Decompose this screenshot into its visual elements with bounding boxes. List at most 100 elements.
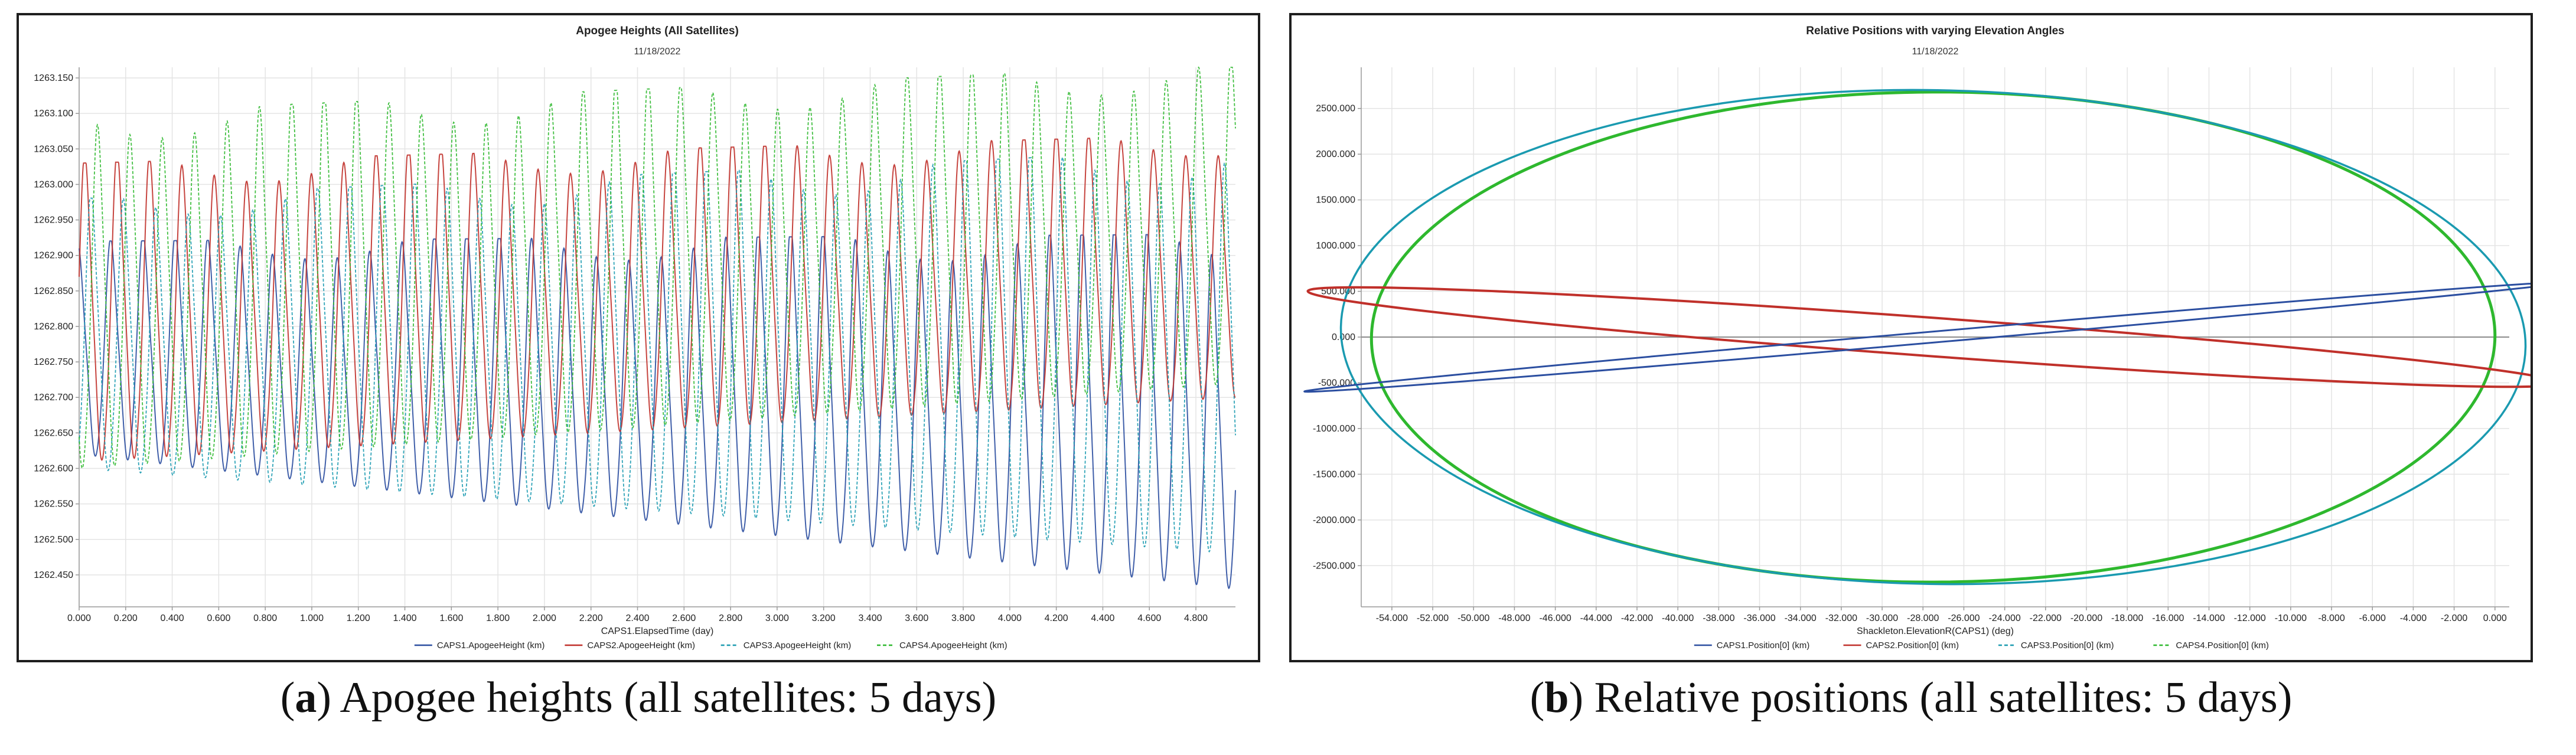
- x-tick-label: -24.000: [1988, 613, 2020, 623]
- y-tick-label: 1262.600: [34, 463, 73, 473]
- x-tick-label: 0.400: [161, 613, 184, 623]
- legend-entry: CAPS2.ApogeeHeight (km): [587, 640, 695, 651]
- x-tick-label: -20.000: [2070, 613, 2102, 623]
- legend-entry: CAPS3.Position[0] (km): [2021, 640, 2114, 651]
- y-tick-label: 2000.000: [1316, 149, 1355, 159]
- y-tick-label: 1262.650: [34, 428, 73, 438]
- x-tick-label: -36.000: [1743, 613, 1775, 623]
- y-tick-label: 1262.800: [34, 322, 73, 332]
- x-tick-label: -12.000: [2234, 613, 2266, 623]
- legend-entry: CAPS1.Position[0] (km): [1717, 640, 1810, 651]
- x-tick-label: 3.200: [812, 613, 836, 623]
- legend-entry: CAPS3.ApogeeHeight (km): [744, 640, 852, 651]
- caption-a-text: ) Apogee heights (all satellites: 5 days…: [317, 674, 997, 722]
- x-tick-label: -44.000: [1580, 613, 1612, 623]
- legend-entry: CAPS4.ApogeeHeight (km): [899, 640, 1007, 651]
- x-axis-label: Shackleton.ElevationR(CAPS1) (deg): [1857, 626, 2014, 636]
- series-orbit: [1303, 281, 2531, 393]
- y-tick-label: 1262.850: [34, 286, 73, 296]
- x-tick-label: 0.600: [207, 613, 230, 623]
- x-tick-label: 1.000: [300, 613, 324, 623]
- x-tick-label: 4.200: [1045, 613, 1068, 623]
- y-tick-label: 1262.550: [34, 499, 73, 509]
- y-tick-label: 1263.050: [34, 144, 73, 154]
- positions-chart-panel: Relative Positions with varying Elevatio…: [1289, 13, 2533, 662]
- x-tick-label: 4.000: [998, 613, 1022, 623]
- caption-a: (a) Apogee heights (all satellites: 5 da…: [280, 674, 997, 722]
- x-tick-label: 1.200: [347, 613, 370, 623]
- y-tick-label: 1262.700: [34, 393, 73, 403]
- chart-date: 11/18/2022: [1912, 47, 1959, 57]
- x-tick-label: -46.000: [1539, 613, 1571, 623]
- x-tick-label: 1.400: [393, 613, 417, 623]
- y-tick-label: -2500.000: [1313, 561, 1355, 571]
- x-tick-label: 3.000: [765, 613, 789, 623]
- x-tick-label: -50.000: [1457, 613, 1489, 623]
- x-tick-label: -54.000: [1376, 613, 1408, 623]
- x-tick-label: -14.000: [2193, 613, 2225, 623]
- x-tick-label: -6.000: [2359, 613, 2386, 623]
- caption-b-letter: b: [1544, 674, 1569, 722]
- legend-entry: CAPS1.ApogeeHeight (km): [437, 640, 545, 651]
- y-tick-label: -2000.000: [1313, 515, 1355, 525]
- x-tick-label: 3.800: [951, 613, 975, 623]
- y-tick-label: 1262.500: [34, 535, 73, 545]
- x-tick-label: -32.000: [1825, 613, 1857, 623]
- x-tick-label: -8.000: [2318, 613, 2345, 623]
- x-tick-label: 0.000: [2483, 613, 2507, 623]
- x-tick-label: -16.000: [2152, 613, 2184, 623]
- series-orbit: [1339, 89, 2527, 586]
- y-tick-label: 0.000: [1332, 332, 1355, 342]
- legend-entry: CAPS4.Position[0] (km): [2176, 640, 2269, 651]
- x-tick-label: 4.600: [1137, 613, 1161, 623]
- x-tick-label: -48.000: [1498, 613, 1530, 623]
- y-tick-label: 1263.100: [34, 109, 73, 119]
- x-tick-label: 0.200: [114, 613, 138, 623]
- y-tick-label: 1500.000: [1316, 195, 1355, 205]
- y-tick-label: 1262.900: [34, 251, 73, 261]
- caption-a-letter: a: [295, 674, 317, 722]
- series-orbit: [1306, 286, 2531, 388]
- x-tick-label: 4.800: [1184, 613, 1208, 623]
- x-tick-label: 4.400: [1091, 613, 1114, 623]
- x-tick-label: 0.800: [253, 613, 277, 623]
- chart-title: Relative Positions with varying Elevatio…: [1806, 25, 2064, 37]
- caption-b: (b) Relative positions (all satellites: …: [1530, 674, 2293, 722]
- x-tick-label: -2.000: [2441, 613, 2467, 623]
- x-tick-label: 1.600: [439, 613, 463, 623]
- x-tick-label: 1.800: [486, 613, 510, 623]
- chart-title: Apogee Heights (All Satellites): [576, 25, 739, 37]
- x-tick-label: -26.000: [1948, 613, 1980, 623]
- series-line: [79, 156, 1236, 553]
- x-tick-label: 2.000: [533, 613, 556, 623]
- x-axis-label: CAPS1.ElapsedTime (day): [601, 626, 714, 636]
- y-tick-label: -1500.000: [1313, 469, 1355, 479]
- x-tick-label: -34.000: [1785, 613, 1817, 623]
- x-tick-label: -52.000: [1417, 613, 1449, 623]
- x-tick-label: 2.200: [579, 613, 603, 623]
- y-tick-label: 1000.000: [1316, 241, 1355, 251]
- positions-chart: Relative Positions with varying Elevatio…: [1303, 25, 2531, 651]
- x-tick-label: -40.000: [1662, 613, 1694, 623]
- y-tick-label: 2500.000: [1316, 104, 1355, 114]
- series-line: [79, 138, 1236, 461]
- x-tick-label: -38.000: [1703, 613, 1734, 623]
- y-tick-label: 1263.000: [34, 179, 73, 189]
- x-tick-label: 2.400: [625, 613, 649, 623]
- series-line: [79, 234, 1236, 590]
- y-tick-label: 1263.150: [34, 73, 73, 83]
- x-tick-label: 2.800: [719, 613, 742, 623]
- caption-b-text: ) Relative positions (all satellites: 5 …: [1569, 674, 2293, 722]
- y-tick-label: 1262.750: [34, 357, 73, 367]
- apogee-chart-panel: Apogee Heights (All Satellites) 11/18/202…: [17, 13, 1260, 662]
- x-tick-label: -18.000: [2111, 613, 2143, 623]
- y-tick-label: 1262.450: [34, 570, 73, 580]
- x-tick-label: -28.000: [1907, 613, 1939, 623]
- x-tick-label: -22.000: [2030, 613, 2062, 623]
- x-tick-label: -42.000: [1621, 613, 1653, 623]
- y-tick-label: -1000.000: [1313, 424, 1355, 434]
- x-tick-label: -4.000: [2400, 613, 2427, 623]
- legend-entry: CAPS2.Position[0] (km): [1866, 640, 1959, 651]
- x-tick-label: 2.600: [672, 613, 696, 623]
- x-tick-label: -10.000: [2275, 613, 2307, 623]
